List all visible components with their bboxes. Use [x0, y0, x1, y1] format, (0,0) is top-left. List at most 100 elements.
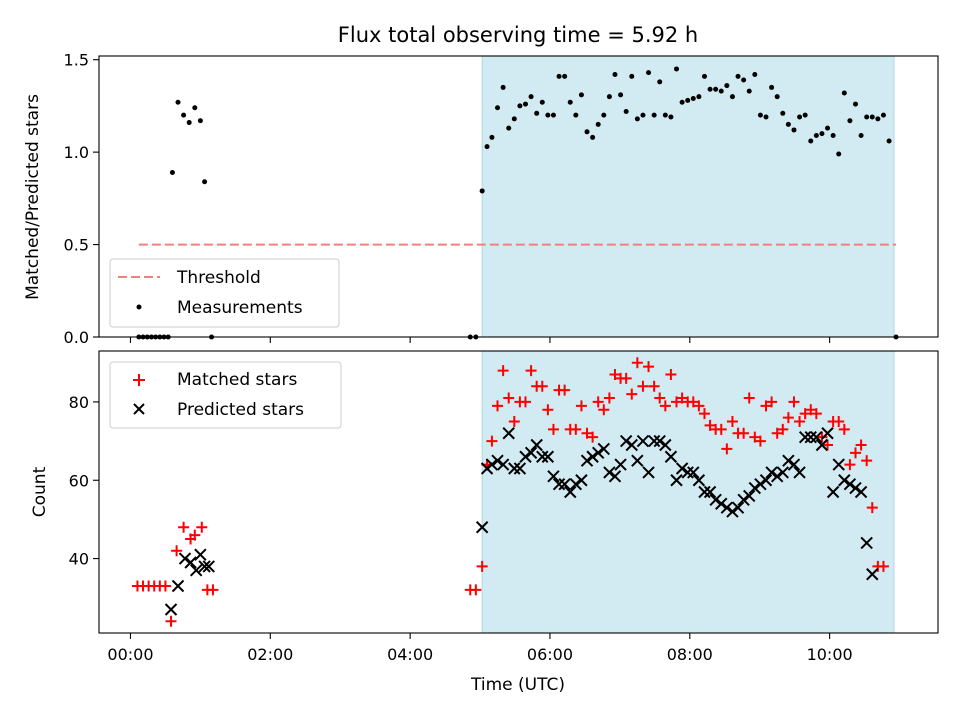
counts-plot-layer: 00:00 02:00 04:00 06:00 08:00 10:00 40 60 80 — [69, 350, 939, 664]
counts-legend-box — [109, 361, 342, 429]
counts-x-tick-label-5: 10:00 — [807, 645, 853, 664]
predicted-point-27 — [580, 454, 594, 467]
matched-point-35 — [581, 427, 593, 439]
predicted-point-15 — [513, 462, 527, 475]
measurement-point-76 — [802, 112, 808, 118]
legend-measurements-swatch — [136, 304, 142, 310]
counts-x-tick-label-4: 08:00 — [667, 645, 713, 664]
matched-point-78 — [822, 439, 834, 451]
matched-point-22 — [508, 416, 520, 427]
matched-point-42 — [620, 372, 632, 384]
predicted-point-40 — [653, 434, 666, 448]
predicted-point-29 — [591, 446, 605, 460]
measurement-point-19 — [484, 144, 490, 150]
counts-x-tick-label-2: 04:00 — [387, 645, 433, 664]
matched-point-16 — [476, 560, 488, 572]
legend-measurements-label: Measurements — [177, 298, 303, 318]
matched-point-61 — [726, 416, 738, 427]
predicted-point-70 — [821, 427, 834, 440]
measurement-point-86 — [858, 132, 864, 138]
predicted-point-75 — [849, 481, 862, 495]
predicted-point-18 — [530, 438, 543, 452]
predicted-point-68 — [810, 430, 823, 444]
ratio-y-tick-label-2: 1.0 — [64, 143, 89, 162]
predicted-point-1 — [171, 579, 185, 593]
measurement-point-72 — [780, 110, 786, 116]
matched-point-34 — [575, 400, 587, 412]
ratio-panel: Matched/Predicted stars 0.0 0.5 1.0 1.5 Thr… — [23, 51, 939, 347]
predicted-point-7 — [202, 560, 215, 573]
predicted-point-32 — [608, 470, 622, 483]
matched-point-67 — [760, 400, 772, 412]
measurement-point-83 — [841, 90, 847, 96]
matched-point-11 — [196, 521, 208, 533]
predicted-point-22 — [552, 477, 566, 491]
predicted-point-58 — [754, 477, 767, 491]
predicted-point-33 — [614, 458, 627, 471]
matched-point-88 — [877, 560, 889, 572]
measurement-point-18 — [479, 188, 485, 194]
matched-point-44 — [631, 357, 643, 369]
measurement-point-31 — [550, 112, 556, 118]
predicted-point-71 — [826, 485, 840, 499]
measurement-point-66 — [746, 88, 752, 94]
measurement-point-71 — [774, 94, 780, 100]
matched-point-15 — [470, 584, 482, 596]
measurement-point-23 — [506, 125, 512, 131]
matched-point-40 — [609, 369, 621, 380]
matched-point-82 — [844, 459, 856, 471]
legend-matched-label: Matched stars — [177, 370, 297, 390]
measurement-point-24 — [511, 116, 517, 122]
legend-predicted-label: Predicted stars — [177, 400, 304, 420]
predicted-point-17 — [524, 446, 538, 460]
counts-y-tick-label-2: 80 — [69, 393, 89, 412]
measurement-point-10 — [181, 112, 187, 118]
matched-point-77 — [816, 431, 828, 443]
matched-point-57 — [704, 419, 716, 431]
predicted-point-61 — [770, 470, 784, 483]
matched-point-84 — [855, 439, 867, 451]
measurement-point-63 — [729, 94, 735, 100]
measurement-point-49 — [651, 112, 657, 118]
matched-point-48 — [654, 392, 666, 404]
measurement-point-21 — [495, 105, 501, 111]
predicted-point-14 — [508, 462, 521, 475]
measurement-point-33 — [562, 73, 568, 79]
predicted-point-2 — [178, 552, 192, 565]
measurement-point-41 — [606, 94, 612, 100]
predicted-point-37 — [636, 434, 650, 448]
matched-point-13 — [207, 584, 219, 596]
measurement-point-37 — [584, 129, 590, 135]
measurement-point-56 — [690, 96, 696, 102]
measurement-point-50 — [657, 79, 663, 85]
measurement-point-78 — [813, 132, 819, 138]
predicted-point-63 — [782, 454, 795, 467]
predicted-point-38 — [642, 466, 655, 479]
predicted-point-20 — [541, 450, 555, 463]
measurement-point-65 — [741, 77, 747, 83]
measurement-point-64 — [735, 73, 741, 79]
matched-point-63 — [738, 427, 750, 439]
matched-point-72 — [788, 396, 800, 408]
measurement-point-40 — [601, 112, 607, 118]
x-axis-label: Time (UTC) — [470, 675, 565, 695]
counts-x-tick-label-1: 02:00 — [247, 645, 293, 664]
matched-point-51 — [671, 396, 683, 408]
predicted-point-23 — [558, 477, 571, 491]
predicted-point-64 — [787, 458, 801, 471]
measurement-point-22 — [500, 84, 506, 90]
matched-point-5 — [159, 580, 171, 592]
measurement-point-39 — [595, 121, 601, 127]
matched-point-65 — [749, 431, 761, 443]
predicted-point-10 — [485, 458, 499, 471]
measurement-point-74 — [791, 127, 797, 133]
measurement-point-48 — [646, 70, 652, 76]
matched-point-80 — [833, 416, 845, 427]
predicted-point-43 — [670, 474, 683, 487]
measurement-point-52 — [668, 114, 674, 120]
legend-threshold-label: Threshold — [176, 268, 261, 288]
measurement-point-36 — [578, 92, 584, 98]
measurement-point-58 — [701, 73, 707, 79]
matched-point-55 — [693, 400, 705, 412]
